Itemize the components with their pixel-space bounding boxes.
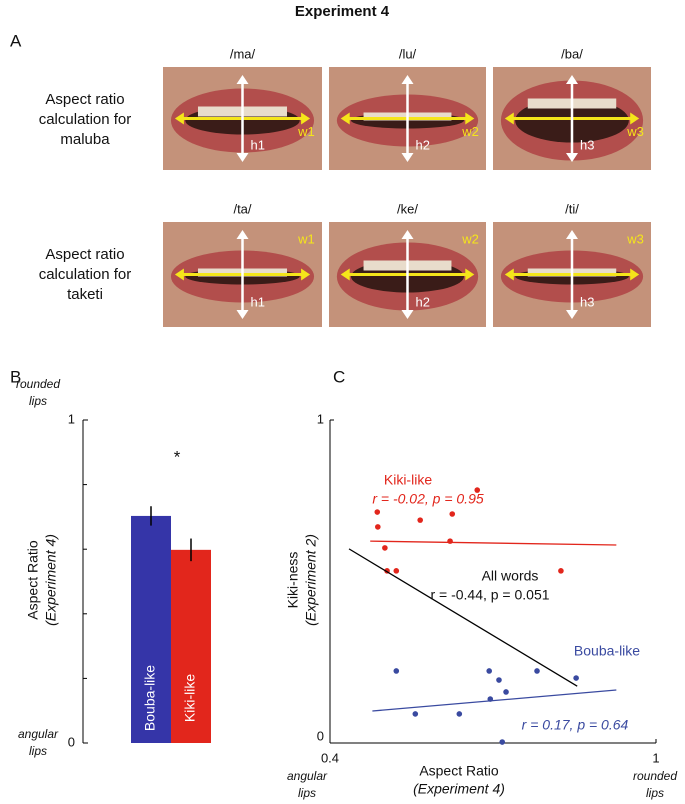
- panel-label: A: [10, 31, 22, 50]
- point: [487, 696, 494, 702]
- arrowhead: [401, 75, 414, 162]
- y-axis-label: Aspect Ratio: [25, 540, 41, 620]
- series-stats: r = -0.44, p = 0.051: [430, 587, 549, 603]
- height-label: h3: [580, 294, 594, 309]
- y-axis-label: (Experiment 4): [43, 534, 59, 626]
- series-stats: r = 0.17, p = 0.64: [522, 717, 629, 733]
- bar-label: Kiki-like: [182, 674, 198, 722]
- point: [382, 545, 388, 551]
- fit-line: [348, 548, 578, 687]
- fit-line: [370, 540, 617, 546]
- syllable-label: /lu/: [399, 46, 417, 61]
- arrowhead: [401, 230, 414, 319]
- figure-title: Experiment 4: [295, 3, 390, 20]
- point: [534, 668, 540, 674]
- width-label: w2: [461, 124, 479, 139]
- row-label: taketi: [67, 286, 103, 303]
- y-top-label: rounded: [16, 377, 60, 391]
- x-axis-label: (Experiment 4): [413, 781, 505, 797]
- point: [496, 677, 502, 683]
- arrowhead: [566, 75, 578, 162]
- series-stats: r = -0.02, p = 0.95: [372, 491, 484, 507]
- point: [449, 511, 456, 517]
- x-left-label: angular: [287, 769, 328, 783]
- syllable-label: /ma/: [230, 46, 256, 61]
- y-tick-label: 1: [317, 411, 324, 426]
- y-bottom-label: lips: [29, 744, 47, 758]
- syllable-label: /ti/: [565, 201, 579, 216]
- point: [393, 668, 400, 674]
- row-label: maluba: [60, 131, 110, 148]
- syllable-label: /ba/: [561, 46, 583, 61]
- y-axis-label: Kiki-ness: [285, 552, 301, 609]
- y-tick-label: 1: [68, 411, 75, 426]
- point: [486, 668, 492, 674]
- y-axis-label: (Experiment 2): [303, 534, 319, 626]
- bar: [131, 515, 171, 743]
- width-label: w1: [297, 124, 315, 139]
- point: [447, 538, 453, 544]
- point: [503, 689, 509, 695]
- panel-label: B: [10, 367, 21, 386]
- height-label: h1: [251, 137, 265, 152]
- syllable-label: /ta/: [233, 201, 251, 216]
- row-label: Aspect ratio: [45, 91, 124, 108]
- point: [456, 711, 463, 717]
- point: [499, 739, 506, 745]
- x-tick-label: 1: [652, 750, 659, 765]
- width-label: w3: [626, 124, 644, 139]
- x-right-label: rounded: [633, 769, 677, 783]
- point: [374, 509, 381, 515]
- x-axis-label: Aspect Ratio: [419, 763, 499, 779]
- panel-label: C: [333, 367, 345, 386]
- point: [393, 568, 400, 574]
- point: [558, 568, 564, 574]
- row-label: calculation for: [39, 266, 132, 283]
- x-tick-label: 0.4: [321, 750, 339, 765]
- height-label: h1: [251, 294, 265, 309]
- annotation: *: [174, 447, 181, 466]
- series-label: All words: [482, 568, 539, 584]
- point: [417, 517, 423, 523]
- height-label: h2: [416, 137, 430, 152]
- width-label: w3: [626, 231, 644, 246]
- width-label: w2: [461, 231, 479, 246]
- row-label: Aspect ratio: [45, 246, 124, 263]
- row-label: calculation for: [39, 111, 132, 128]
- syllable-label: /ke/: [397, 201, 418, 216]
- height-label: h3: [580, 137, 594, 152]
- point: [375, 524, 381, 530]
- point: [474, 487, 481, 493]
- arrowhead: [236, 75, 249, 162]
- arrowhead: [236, 230, 249, 319]
- fit-line: [372, 689, 617, 712]
- arrowhead: [566, 230, 578, 319]
- bar-label: Bouba-like: [142, 665, 158, 731]
- y-tick-label: 0: [68, 734, 75, 749]
- series-label: Kiki-like: [384, 472, 432, 488]
- point: [412, 711, 419, 717]
- width-label: w1: [297, 231, 315, 246]
- x-right-label: lips: [646, 786, 664, 800]
- y-top-label: lips: [29, 394, 47, 408]
- height-label: h2: [416, 294, 430, 309]
- bar: [171, 549, 211, 743]
- x-left-label: lips: [298, 786, 316, 800]
- point: [573, 675, 579, 681]
- y-tick-label: 0: [317, 728, 324, 743]
- y-bottom-label: angular: [18, 727, 59, 741]
- series-label: Bouba-like: [574, 643, 640, 659]
